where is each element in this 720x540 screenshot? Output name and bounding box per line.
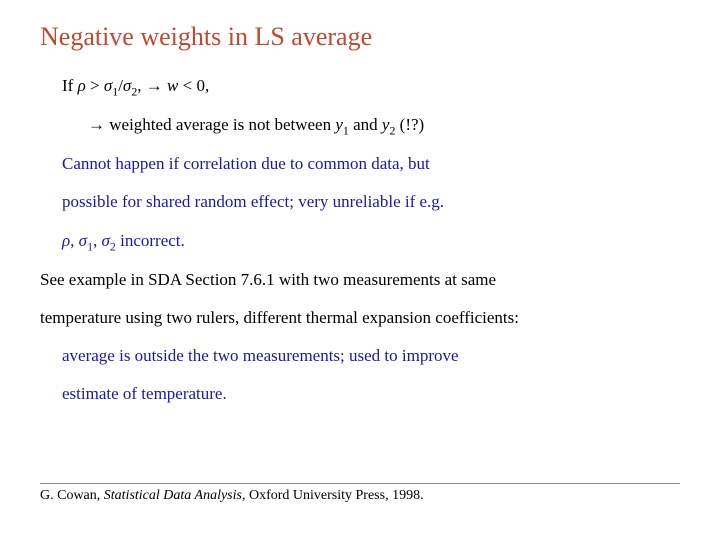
line-example-3: average is outside the two measurements;…	[62, 340, 680, 372]
sigma2: σ	[102, 231, 110, 250]
rho: ρ	[78, 76, 86, 95]
text: If	[62, 76, 78, 95]
comma: ,	[93, 231, 102, 250]
footer-pub: , Oxford University Press, 1998.	[242, 488, 424, 503]
line-explain-2: possible for shared random effect; very …	[62, 186, 680, 218]
line-explain-1: Cannot happen if correlation due to comm…	[62, 148, 680, 180]
text: and	[349, 115, 382, 134]
sigma1: σ	[104, 76, 112, 95]
w: w	[167, 76, 178, 95]
y1: y	[335, 115, 343, 134]
rho: ρ	[62, 231, 70, 250]
text: (!?)	[395, 115, 424, 134]
slide-title: Negative weights in LS average	[40, 22, 680, 52]
line-condition: If ρ > σ1/σ2, → w < 0,	[62, 70, 680, 103]
line-consequence: → weighted average is not between y1 and…	[88, 109, 680, 142]
text: < 0,	[178, 76, 209, 95]
arrow-icon: → weighted average is not between	[88, 115, 335, 134]
text: , →	[137, 76, 167, 95]
text: >	[86, 76, 104, 95]
line-example-4: estimate of temperature.	[62, 378, 680, 410]
footer-author: G. Cowan,	[40, 488, 104, 503]
footer-citation: G. Cowan, Statistical Data Analysis, Oxf…	[40, 483, 680, 504]
footer-book: Statistical Data Analysis	[104, 488, 242, 503]
line-params: ρ, σ1, σ2 incorrect.	[62, 225, 680, 258]
slide: Negative weights in LS average If ρ > σ1…	[0, 0, 720, 540]
comma: ,	[70, 231, 79, 250]
line-example-1: See example in SDA Section 7.6.1 with tw…	[40, 264, 680, 296]
line-example-2: temperature using two rulers, different …	[40, 302, 680, 334]
text: incorrect.	[116, 231, 185, 250]
sigma1: σ	[79, 231, 87, 250]
